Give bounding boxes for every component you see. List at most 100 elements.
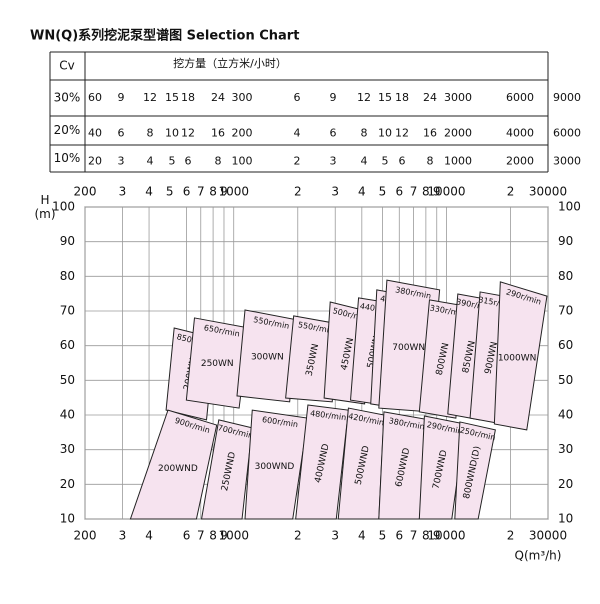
table-cell: 20 [88,155,102,168]
x-tick-label: 30000 [529,529,567,543]
region [454,421,496,520]
x-top-tick-label: 5 [379,185,387,199]
model-label: 700WN [392,343,425,353]
y-axis-label-line: (m) [34,207,55,221]
table-cell: 6 [399,155,406,168]
model-label: 200WND [158,464,198,474]
x-top-tick-label: 5 [166,185,174,199]
table-cell: 2 [294,155,301,168]
model-label: 300WN [251,352,284,362]
table-cell: 60 [88,91,102,104]
row-label: 20% [54,123,81,137]
table-cell: 18 [181,91,195,104]
table-cell: 16 [423,127,437,140]
y-tick-label-right: 60 [558,338,573,352]
table-cell: 8 [361,127,368,140]
region [418,415,466,520]
x-tick-label: 9 [433,529,441,543]
x-top-tick-label: 4 [145,185,153,199]
table-cell: 2000 [444,127,472,140]
table-cell: 9000 [553,91,581,104]
x-top-tick-label: 7 [197,185,205,199]
x-top-tick-label: 9 [220,185,228,199]
table-cell: 6000 [553,127,581,140]
table-cell: 12 [395,127,409,140]
region [493,281,548,431]
x-axis-label: Q(m³/h) [515,549,562,563]
table-cell: 3 [118,155,125,168]
x-top-tick-label: 4 [358,185,366,199]
x-top-tick-label: 6 [183,185,191,199]
table-cell: 300 [232,91,253,104]
x-tick-label: 7 [410,529,418,543]
y-tick-label-right: 90 [558,234,573,248]
x-tick-label: 6 [183,529,191,543]
x-tick-label: 1000 [218,529,249,543]
y-tick-label: 50 [60,373,75,387]
x-top-tick-label: 10000 [427,185,465,199]
x-top-tick-label: 3 [331,185,339,199]
y-axis-label: H (m) [34,193,55,221]
table-cell: 3 [330,155,337,168]
table-cell: 8 [427,155,434,168]
x-tick-label: 2 [294,529,302,543]
region [185,317,250,409]
y-tick-label-right: 50 [558,373,573,387]
region [236,309,299,403]
table-cell: 10 [378,127,392,140]
table-header: Cv [59,59,74,73]
table-cell: 15 [165,91,179,104]
region [295,404,349,520]
table-cell: 12 [357,91,371,104]
table-cell: 4 [361,155,368,168]
table-cell: 4 [294,127,301,140]
x-tick-label: 5 [379,529,387,543]
y-tick-label-right: 80 [558,269,573,283]
table-cell: 4 [147,155,154,168]
region [244,409,309,520]
table-cell: 9 [118,91,125,104]
row-label: 30% [54,91,81,105]
y-tick-label: 80 [60,269,75,283]
x-tick-label: 6 [395,529,403,543]
chart-title: WN(Q)系列挖泥泵型谱图 Selection Chart [30,28,299,44]
x-top-tick-label: 1000 [218,185,249,199]
y-tick-label-right: 100 [558,200,581,214]
y-tick-label: 30 [60,442,75,456]
x-tick-label: 200 [74,529,97,543]
table-cell: 6 [330,127,337,140]
y-tick-label: 20 [60,477,75,491]
y-tick-label-right: 10 [558,512,573,526]
x-top-tick-label: 3 [119,185,127,199]
y-tick-label: 70 [60,304,75,318]
model-label: 300WND [255,462,295,472]
model-label: 1000WN [498,353,537,363]
row-label: 10% [54,151,81,165]
x-top-tick-label: 9 [433,185,441,199]
table-cell: 9 [330,91,337,104]
table-cell: 5 [169,155,176,168]
table-cell: 200 [232,127,253,140]
table-cell: 10 [165,127,179,140]
table-cell: 3000 [553,155,581,168]
table-cell: 5 [382,155,389,168]
table-cell: 4000 [506,127,534,140]
x-tick-label: 4 [358,529,366,543]
y-tick-label-right: 40 [558,408,573,422]
x-top-tick-label: 200 [74,185,97,199]
y-tick-label: 90 [60,234,75,248]
x-top-tick-label: 6 [395,185,403,199]
table-cell: 24 [423,91,437,104]
x-tick-label: 7 [197,529,205,543]
model-label: 250WN [201,359,234,369]
table-cell: 2000 [506,155,534,168]
table-cell: 18 [395,91,409,104]
table-cell: 6 [118,127,125,140]
table-cell: 16 [211,127,225,140]
table-cell: 3000 [444,91,472,104]
x-top-tick-label: 2 [507,185,515,199]
x-tick-label: 2 [507,529,515,543]
x-tick-label: 8 [209,529,217,543]
table-header: 挖方量（立方米/小时） [173,56,287,70]
table-cell: 40 [88,127,102,140]
